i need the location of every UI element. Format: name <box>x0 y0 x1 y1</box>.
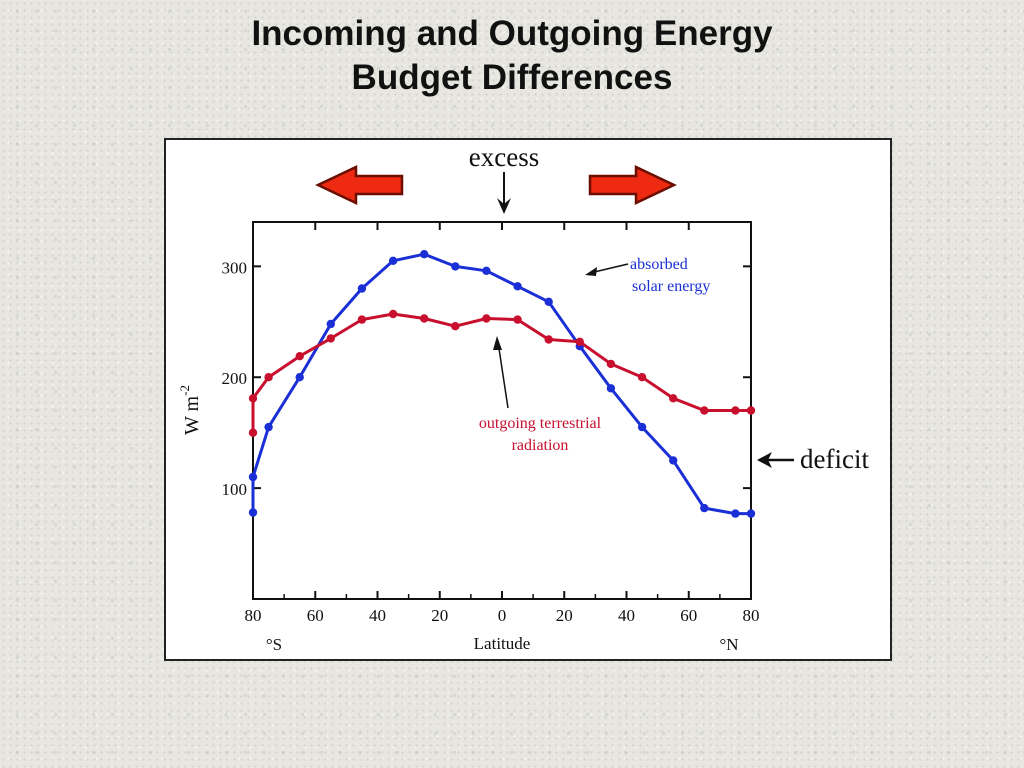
data-point <box>700 406 709 415</box>
x-tick-label: 80 <box>245 606 262 625</box>
hemisphere-label-north: °N <box>719 635 738 654</box>
terrestrial-label-pointer <box>497 341 509 409</box>
left-arrow-icon <box>315 165 404 205</box>
energy-budget-chart: W m-2 Latitude °S °N excess deficit abso… <box>177 142 869 654</box>
x-axis-label: Latitude <box>474 634 531 653</box>
data-point <box>513 315 522 324</box>
excess-label: excess <box>469 142 539 172</box>
data-point <box>326 319 335 329</box>
x-tick-label: 60 <box>307 606 324 625</box>
x-tick-label: 80 <box>743 606 760 625</box>
data-point <box>451 262 460 271</box>
data-point <box>264 422 273 432</box>
data-point <box>420 250 429 259</box>
y-axis-label: W m-2 <box>177 385 203 435</box>
deficit-label: deficit <box>800 444 869 474</box>
x-tick-label: 20 <box>431 606 448 625</box>
data-point <box>264 373 273 382</box>
data-point <box>637 422 647 432</box>
y-tick-label: 100 <box>222 480 248 499</box>
data-point <box>482 314 491 323</box>
solar-series-label-line-1: absorbed <box>630 256 688 273</box>
data-point <box>669 456 678 465</box>
x-tick-label: 0 <box>498 606 507 625</box>
data-point <box>248 394 258 403</box>
data-point <box>248 508 258 517</box>
slide-title: Incoming and Outgoing Energy Budget Diff… <box>0 12 1024 100</box>
plot-frame <box>252 221 752 600</box>
data-point <box>388 256 398 265</box>
data-point <box>451 322 460 331</box>
data-point <box>606 384 616 393</box>
slide-title-line-1: Incoming and Outgoing Energy <box>251 14 773 53</box>
data-point <box>248 428 258 437</box>
data-point <box>357 284 367 293</box>
right-arrow-icon <box>588 165 677 205</box>
data-point <box>482 266 491 275</box>
data-point <box>669 394 678 403</box>
x-tick-label: 40 <box>618 606 635 625</box>
data-point <box>326 334 335 343</box>
data-point <box>513 282 522 291</box>
slide-title-line-2: Budget Differences <box>351 58 673 97</box>
data-point <box>637 373 647 382</box>
data-point <box>544 335 553 344</box>
data-point <box>544 297 553 306</box>
data-point <box>388 309 398 319</box>
figure-panel: W m-2 Latitude °S °N excess deficit abso… <box>164 138 892 661</box>
data-point <box>746 509 756 518</box>
data-point <box>295 373 304 382</box>
x-tick-label: 40 <box>369 606 386 625</box>
data-point <box>700 503 709 513</box>
y-tick-label: 200 <box>222 369 248 388</box>
data-point <box>295 352 304 361</box>
data-point <box>731 406 740 415</box>
data-point <box>731 509 740 518</box>
terrestrial-series-label-line-1: outgoing terrestrial <box>479 415 602 432</box>
solar-label-pointer-head <box>585 267 597 276</box>
y-tick-label: 300 <box>222 258 248 277</box>
terrestrial-series-label-line-2: radiation <box>512 437 569 454</box>
solar-series-label-line-2: solar energy <box>632 278 710 295</box>
data-point <box>575 337 584 346</box>
data-point <box>357 315 367 324</box>
x-tick-label: 60 <box>680 606 697 625</box>
data-point <box>420 314 429 323</box>
terrestrial-label-pointer-head <box>493 336 502 350</box>
deficit-pointer-head <box>757 452 772 468</box>
data-point <box>248 472 258 482</box>
data-point <box>606 359 616 369</box>
excess-pointer-head <box>497 198 511 214</box>
hemisphere-label-south: °S <box>266 635 282 654</box>
data-point <box>746 406 756 415</box>
series-layer <box>248 250 756 518</box>
x-tick-label: 20 <box>556 606 573 625</box>
